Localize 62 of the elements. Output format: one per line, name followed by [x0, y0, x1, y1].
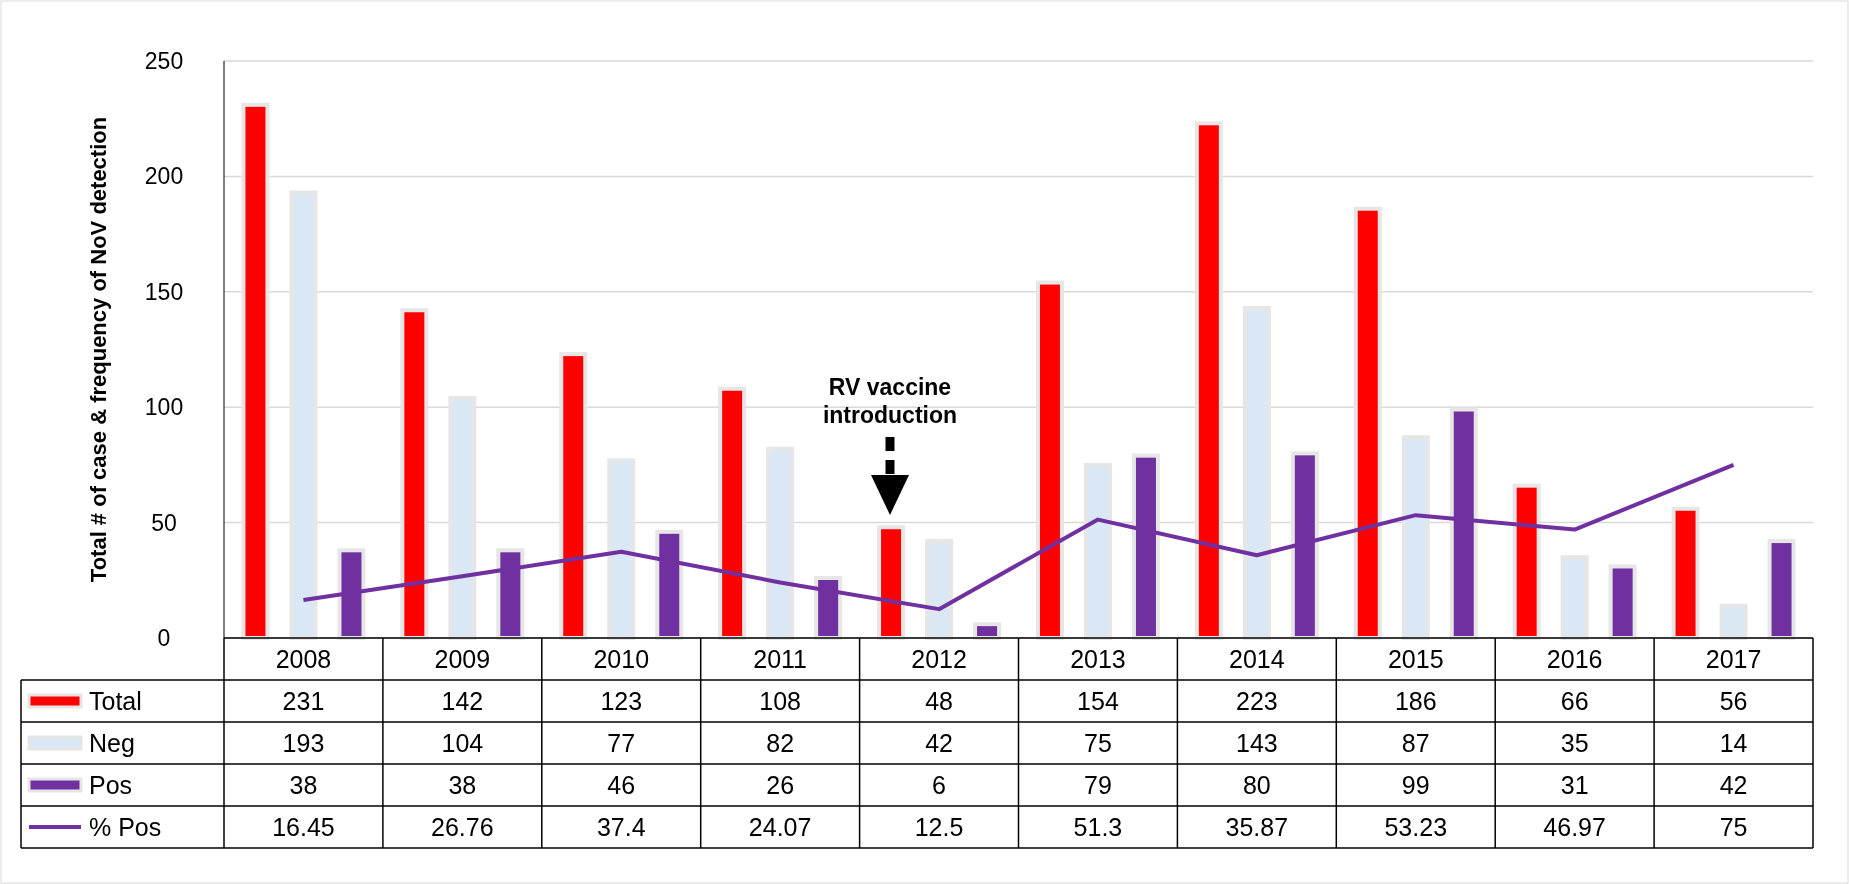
- y-axis-title: Total # of case & frequency of NoV detection: [86, 116, 111, 583]
- legend-label: Neg: [89, 729, 135, 757]
- legend-label: Total: [89, 687, 142, 715]
- data-label: 6: [932, 771, 946, 799]
- y-tick-label: 150: [144, 278, 184, 305]
- x-tick-label: 2010: [593, 645, 650, 673]
- data-label: 231: [282, 687, 325, 715]
- data-label: 46: [607, 771, 636, 799]
- data-label: 223: [1235, 687, 1278, 715]
- data-label: 75: [1084, 729, 1112, 757]
- data-label: 12.5: [914, 813, 964, 841]
- data-label: 38: [448, 771, 477, 799]
- data-label: 193: [282, 729, 325, 757]
- y-tick-label: 0: [157, 625, 171, 651]
- data-label: 186: [1394, 687, 1437, 715]
- data-label: 75: [1719, 813, 1748, 841]
- data-label: 66: [1560, 687, 1589, 715]
- legend-label: Pos: [89, 771, 133, 799]
- data-label: 79: [1084, 771, 1112, 799]
- x-tick-label: 2008: [275, 645, 332, 673]
- y-tick-label: 50: [151, 509, 177, 536]
- data-label: 35.87: [1225, 813, 1289, 841]
- data-label: 31: [1560, 771, 1589, 799]
- data-label: 87: [1401, 729, 1430, 757]
- data-label: 48: [925, 687, 953, 715]
- data-label: 142: [441, 687, 484, 715]
- data-label: 42: [925, 729, 953, 757]
- x-tick-label: 2014: [1229, 645, 1285, 673]
- data-label: 143: [1235, 729, 1278, 757]
- x-tick-label: 2009: [434, 645, 491, 673]
- y-tick-label: 250: [144, 48, 184, 74]
- data-label: 99: [1401, 771, 1430, 799]
- data-label: 123: [600, 687, 643, 715]
- x-tick-label: 2017: [1705, 645, 1762, 673]
- data-label: 104: [441, 729, 484, 757]
- legend-label: % Pos: [89, 813, 162, 841]
- data-label: 82: [766, 729, 795, 757]
- data-label: 80: [1242, 771, 1271, 799]
- data-label: 16.45: [272, 813, 335, 841]
- data-label: 53.23: [1384, 813, 1448, 841]
- x-tick-label: 2011: [753, 645, 808, 673]
- x-tick-label: 2015: [1387, 645, 1444, 673]
- data-label: 51.3: [1073, 813, 1123, 841]
- data-label: 26.76: [431, 813, 494, 841]
- data-label: 14: [1719, 729, 1748, 757]
- annotation: RV vaccine introduction: [822, 374, 958, 428]
- data-label: 56: [1719, 687, 1748, 715]
- data-label: 35: [1560, 729, 1589, 757]
- data-label: 26: [766, 771, 795, 799]
- data-label: 46.97: [1543, 813, 1606, 841]
- data-label: 42: [1719, 771, 1748, 799]
- data-label: 24.07: [748, 813, 812, 841]
- y-tick-label: 100: [144, 394, 184, 421]
- y-tick-label: 200: [144, 163, 184, 190]
- data-label: 154: [1077, 687, 1119, 715]
- data-label: 108: [759, 687, 802, 715]
- x-tick-label: 2013: [1070, 645, 1126, 673]
- data-label: 37.4: [596, 813, 646, 841]
- data-label: 38: [289, 771, 318, 799]
- x-tick-label: 2016: [1546, 645, 1603, 673]
- data-label: 77: [607, 729, 636, 757]
- x-tick-label: 2012: [911, 645, 967, 673]
